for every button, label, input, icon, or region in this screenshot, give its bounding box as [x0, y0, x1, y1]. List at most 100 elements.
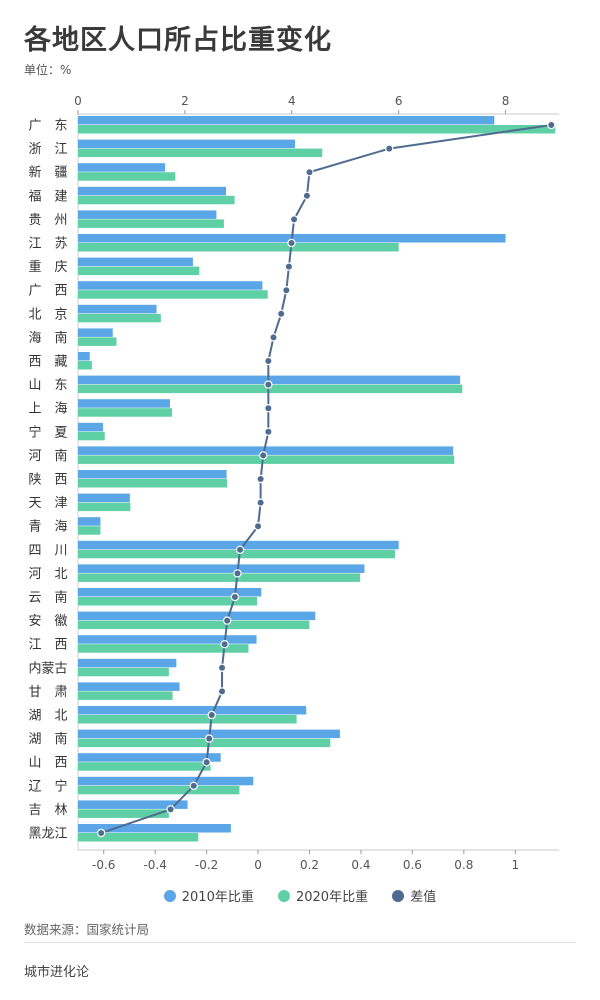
diff-point [207, 710, 216, 720]
diff-point [289, 215, 299, 224]
bar-2020 [78, 526, 101, 535]
bar-2020 [78, 172, 176, 181]
diff-point [282, 286, 291, 295]
bar-2020 [78, 715, 297, 724]
category-label: 山 东 [28, 378, 67, 393]
bar-2010 [78, 824, 231, 833]
bar-2010 [78, 399, 170, 408]
category-label: 山 西 [28, 756, 67, 771]
bar-2020 [78, 597, 258, 606]
bottom-axis-tick-label: 0.4 [351, 858, 370, 872]
category-label: 西 藏 [28, 355, 67, 370]
bar-2010 [78, 186, 227, 196]
chart-svg: 0 2 4 6 8 -0.6 -0.4 -0.2 0 0.2 0.4 0.6 0.8 1 广 东浙 江新 疆… [28, 94, 559, 872]
diff-point [217, 687, 227, 696]
diff-point [258, 451, 268, 460]
top-axis-tick-label: 8 [502, 94, 510, 108]
bar-2020 [78, 195, 235, 205]
diff-point [235, 545, 245, 555]
category-label: 黑龙江 [28, 827, 67, 842]
bottom-axis-tick-label: 0.6 [403, 858, 422, 872]
category-label: 浙 江 [28, 142, 67, 157]
bar-2010 [78, 257, 193, 267]
diff-point [222, 616, 232, 625]
legend-swatch-diff [392, 889, 405, 902]
category-label: 辽 宁 [28, 778, 67, 794]
category-label: 青 海 [28, 520, 67, 535]
bar-2010 [78, 422, 104, 432]
diff-point [96, 828, 106, 838]
top-axis-tick-label: 2 [181, 94, 189, 108]
diff-point [253, 522, 263, 531]
bar-2010 [78, 328, 113, 337]
diff-point [230, 592, 240, 602]
bar-2020 [78, 219, 224, 228]
bar-2020 [78, 361, 92, 370]
bar-2010 [78, 706, 307, 715]
bar-2020 [78, 691, 173, 700]
bar-2020 [78, 243, 399, 252]
category-label: 河 南 [28, 448, 67, 464]
bar-2020 [78, 125, 556, 134]
diff-point [256, 498, 265, 507]
legend-swatch-2010 [163, 889, 176, 902]
bar-2020 [78, 785, 240, 795]
diff-point [189, 781, 198, 791]
legend-swatch-2020 [277, 889, 290, 902]
bar-2010 [78, 588, 262, 597]
bottom-axis-tick-label: -0.4 [143, 858, 166, 872]
bar-2020 [78, 573, 361, 582]
bar-2010 [78, 493, 130, 503]
category-label: 四 川 [28, 543, 67, 558]
category-label: 新 疆 [28, 165, 67, 181]
diff-point [287, 238, 296, 248]
legend-item-diff[interactable]: 差值 [392, 886, 436, 905]
diff-point [302, 191, 312, 200]
bar-2020 [78, 549, 395, 559]
bar-2020 [78, 148, 323, 158]
footer-brand: 城市进化论 [24, 965, 90, 980]
bar-2010 [78, 635, 257, 644]
legend-label-diff: 差值 [410, 890, 437, 905]
diff-point [385, 144, 394, 153]
legend-item-2020[interactable]: 2020年比重 [277, 886, 368, 905]
category-label: 湖 北 [28, 709, 67, 724]
bar-2020 [78, 266, 200, 276]
category-label: 甘 肃 [28, 685, 67, 700]
bottom-axis-tick-label: 0.8 [454, 858, 473, 872]
diff-point [217, 663, 227, 673]
bar-2020 [78, 667, 169, 677]
bar-2020 [78, 479, 228, 488]
bar-2010 [78, 776, 254, 786]
bottom-axis-tick-label: -0.6 [92, 858, 115, 872]
bar-2020 [78, 833, 199, 842]
bar-2010 [78, 352, 90, 361]
legend: 2010年比重 2020年比重 差值 [0, 886, 600, 906]
bar-2010 [78, 540, 399, 550]
bottom-axis-tick-label: 1 [511, 858, 519, 872]
diff-point [264, 380, 273, 389]
bar-2020 [78, 502, 131, 512]
bar-2020 [78, 762, 211, 771]
category-label: 广 西 [28, 284, 67, 299]
bar-2010 [78, 753, 221, 762]
diff-point [305, 167, 314, 177]
bar-2010 [78, 658, 177, 668]
category-label: 上 海 [28, 402, 67, 417]
bottom-axis-tick-label: -0.2 [195, 858, 218, 872]
category-label: 福 建 [28, 189, 67, 204]
category-label: 天 津 [28, 496, 67, 511]
legend-label-2010: 2010年比重 [181, 890, 254, 905]
legend-item-2010[interactable]: 2010年比重 [163, 886, 254, 905]
bar-2010 [78, 800, 188, 809]
category-label: 贵 州 [28, 213, 67, 228]
diff-point [220, 640, 229, 649]
bar-2020 [78, 384, 463, 394]
diff-point [233, 569, 242, 578]
category-label: 重 庆 [28, 259, 67, 275]
bar-2010 [78, 210, 217, 219]
top-axis-tick-label: 0 [74, 94, 82, 108]
bottom-axis-tick-label: 0 [254, 858, 262, 872]
category-label: 吉 林 [28, 803, 67, 818]
diff-point [256, 474, 265, 484]
